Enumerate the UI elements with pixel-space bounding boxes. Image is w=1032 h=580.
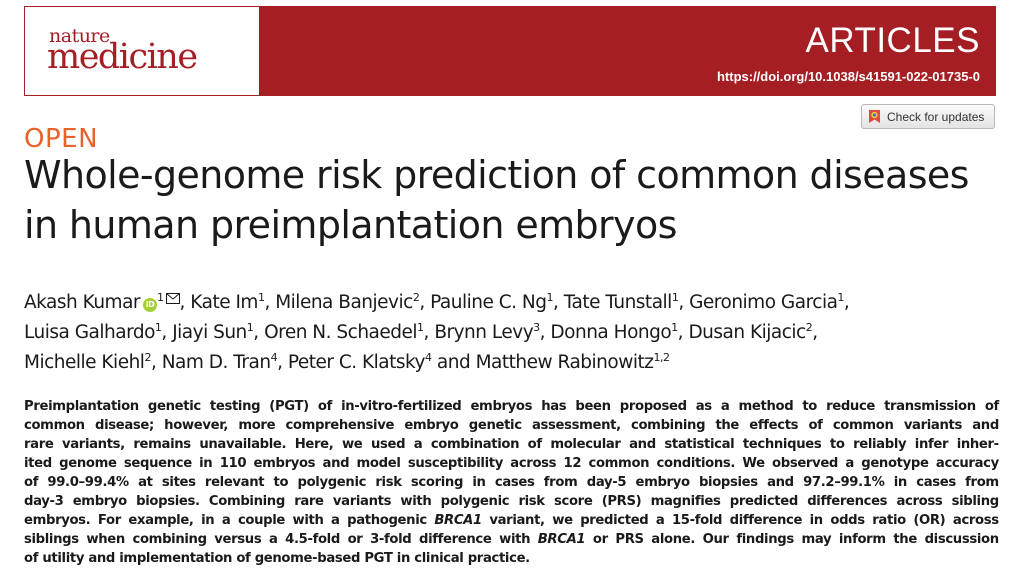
author-name-text: Dusan Kijacic (688, 322, 806, 343)
author-name[interactable]: Peter C. Klatsky4 (288, 352, 432, 373)
journal-logo[interactable]: nature medicine (24, 6, 260, 96)
affiliation-marker[interactable]: 1 (671, 291, 679, 304)
affiliation-marker[interactable]: 4 (425, 351, 432, 364)
author-line-2: Luisa Galhardo1, Jiayi Sun1, Oren N. Sch… (24, 321, 818, 343)
author-name-text: Jiayi Sun (172, 322, 247, 343)
affiliation-marker[interactable]: 1,2 (653, 351, 670, 364)
author-name-text: Matthew Rabinowitz (475, 352, 654, 373)
affiliation-marker[interactable]: 2 (805, 321, 813, 334)
author-name-text: Donna Hongo (550, 322, 672, 343)
author-name-text: Geronimo Garcia (689, 292, 838, 313)
abstract-line: of 99.0–99.4% at sites relevant to polygenic ri… (24, 475, 999, 490)
journal-header: nature medicine ARTICLES https://doi.org… (24, 6, 996, 96)
author-name[interactable]: Kate Im1 (190, 291, 265, 313)
affiliation-marker[interactable]: 3 (533, 321, 540, 334)
check-for-updates-button[interactable]: Check for updates (861, 104, 995, 129)
author-name[interactable]: Milena Banjevic2 (275, 291, 420, 313)
author-name-text: Peter C. Klatsky (287, 352, 426, 373)
author-name[interactable]: Donna Hongo1 (550, 321, 678, 343)
open-access-label: OPEN (24, 124, 99, 154)
author-name[interactable]: Dusan Kijacic2 (688, 322, 812, 343)
section-label: ARTICLES (805, 21, 980, 60)
author-name-text: Oren N. Schaedel (264, 322, 418, 343)
logo-nature-text: nature (49, 25, 110, 47)
doi-link[interactable]: https://doi.org/10.1038/s41591-022-01735… (716, 69, 980, 84)
abstract-line: day-3 embryo biopsies. Combining rare variant… (24, 494, 999, 509)
logo-medicine-text: medicine (47, 37, 198, 77)
affiliation-marker[interactable]: 1 (157, 291, 164, 304)
author-name-text: Pauline C. Ng (430, 292, 547, 313)
author-line-1: Akash Kumar iD1, Kate Im1, Milena Banjevi… (24, 284, 984, 318)
abstract-line: of utility and implementation of genome-… (24, 551, 530, 566)
affiliation-marker[interactable]: 1 (154, 321, 162, 334)
author-name[interactable]: Pauline C. Ng1 (430, 292, 553, 313)
abstract-line: common disease; however, more comprehensive e… (24, 418, 999, 433)
author-name[interactable]: Michelle Kiehl2 (24, 352, 151, 373)
abstract-line: siblings when combining versus a 4.5-fold or 3-… (24, 532, 999, 547)
abstract-line: embryos. For example, in a couple with a pathoge… (24, 513, 999, 528)
author-name[interactable]: Luisa Galhardo1 (24, 321, 162, 343)
affiliation-marker[interactable]: 1 (671, 321, 678, 334)
affiliation-marker[interactable]: 2 (144, 351, 151, 364)
author-list: Akash Kumar iD1, Kate Im1, Milena Banjevi… (24, 284, 984, 378)
abstract-line: rare variants, remains unavailable. Here, we u… (24, 437, 999, 452)
author-name-text: Nam D. Tran (161, 352, 271, 373)
affiliation-marker[interactable]: 1 (546, 291, 554, 304)
author-name-text: Brynn Levy (434, 322, 534, 343)
article-title: Whole-genome risk prediction of common d… (24, 153, 969, 247)
abstract-line: Preimplantation genetic testing (PGT) of in-v… (24, 399, 999, 414)
affiliation-marker[interactable]: 1 (837, 291, 844, 304)
abstract-line: ited genome sequence in 110 embryos and model su… (24, 456, 999, 471)
affiliation-marker[interactable]: 1 (257, 291, 265, 304)
author-name[interactable]: Jiayi Sun1 (172, 321, 254, 343)
check-for-updates-label: Check for updates (887, 109, 985, 124)
author-name-text: Akash Kumar (24, 292, 141, 313)
author-name[interactable]: Tate Tunstall1 (564, 292, 679, 313)
author-name-text: Milena Banjevic (275, 292, 413, 313)
author-name[interactable]: Geronimo Garcia1 (689, 292, 844, 313)
affiliation-marker[interactable]: 1 (417, 321, 424, 334)
orcid-icon[interactable]: iD (143, 298, 158, 312)
author-line-3: Michelle Kiehl2, Nam D. Tran4, Peter C. … (24, 351, 670, 373)
author-name[interactable]: Brynn Levy3 (434, 321, 540, 343)
affiliation-marker[interactable]: 1 (246, 321, 254, 334)
author-name[interactable]: Oren N. Schaedel1 (264, 321, 424, 343)
abstract: Preimplantation genetic testing (PGT) of in-v… (24, 397, 999, 568)
crossmark-icon (868, 109, 881, 124)
affiliation-marker[interactable]: 4 (270, 351, 278, 364)
envelope-icon[interactable] (165, 284, 180, 304)
affiliation-marker[interactable]: 2 (412, 291, 420, 304)
author-name-text: Michelle Kiehl (24, 352, 145, 373)
author-name-text: Luisa Galhardo (24, 322, 155, 343)
author-name[interactable]: Nam D. Tran4 (161, 351, 278, 373)
author-name-text: Tate Tunstall (563, 292, 673, 313)
author-name[interactable]: Akash Kumar iD1 (24, 292, 180, 313)
author-name-text: Kate Im (190, 292, 258, 313)
author-name[interactable]: Matthew Rabinowitz1,2 (476, 352, 670, 373)
